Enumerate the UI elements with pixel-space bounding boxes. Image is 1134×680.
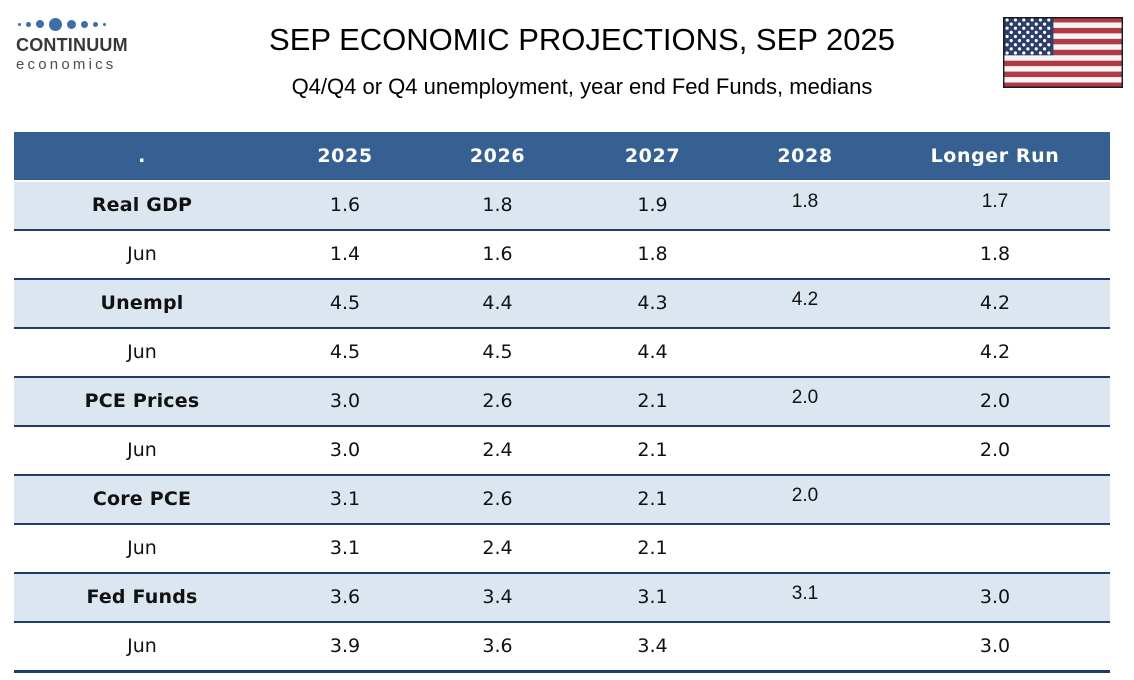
table-row: Jun 3.0 2.4 2.1 2.0: [14, 425, 1110, 474]
table-row: Core PCE 3.1 2.6 2.1 2.0: [14, 474, 1110, 523]
cell-value: 4.3: [637, 292, 668, 314]
dot-icon: [49, 17, 62, 31]
cell-value: 2.0: [979, 439, 1011, 461]
row-label: Jun: [127, 439, 157, 461]
column-header: .: [138, 144, 146, 167]
us-flag-icon: [1003, 17, 1123, 88]
column-header: 2027: [624, 144, 681, 167]
projections-table: . 2025 2026 2027 2028 Longer Run Real GDP 1.6 1…: [14, 132, 1110, 673]
cell-value: 4.4: [637, 341, 668, 363]
row-label: Jun: [127, 635, 157, 657]
cell-value: 3.0: [979, 635, 1011, 657]
cell-value: 3.0: [329, 390, 361, 412]
cell-value: 2.4: [482, 439, 513, 461]
cell-value: 4.5: [329, 292, 361, 314]
cell-value: 2.6: [482, 390, 513, 412]
cell-value: 4.5: [482, 341, 513, 363]
column-header: Longer Run: [930, 144, 1060, 167]
dot-icon: [18, 22, 21, 26]
cell-value: 4.5: [329, 341, 361, 363]
dot-icon: [36, 20, 44, 28]
cell-value: 3.1: [637, 586, 668, 608]
row-label: Jun: [127, 341, 157, 363]
cell-value: 3.1: [329, 488, 361, 510]
cell-value: 3.6: [482, 635, 513, 657]
us-flag-svg: [1003, 17, 1123, 88]
cell-value: 2.0: [979, 390, 1011, 412]
cell-value: 2.6: [482, 488, 513, 510]
cell-value: 3.4: [637, 635, 668, 657]
cell-value: 2.4: [482, 537, 513, 559]
cell-value: 1.8: [979, 243, 1011, 265]
cell-value: 1.6: [482, 243, 513, 265]
dot-icon: [81, 20, 88, 28]
table-row: Jun 3.9 3.6 3.4 3.0: [14, 621, 1110, 670]
cell-value: 2.1: [637, 488, 668, 510]
page-subtitle: Q4/Q4 or Q4 unemployment, year end Fed F…: [291, 74, 873, 99]
cell-value: 3.4: [482, 586, 513, 608]
table-row: Jun 3.1 2.4 2.1: [14, 523, 1110, 572]
cell-value: 2.0: [791, 387, 819, 408]
row-label: Fed Funds: [86, 586, 198, 608]
row-label: Real GDP: [91, 194, 193, 216]
column-header: 2028: [777, 144, 833, 167]
cell-value: 4.2: [979, 292, 1011, 314]
table-row: PCE Prices 3.0 2.6 2.1 2.0 2.0: [14, 376, 1110, 425]
cell-value: 2.1: [637, 439, 668, 461]
cell-value: 1.9: [637, 194, 668, 216]
row-label: Core PCE: [92, 488, 192, 510]
cell-value: 3.1: [791, 583, 819, 604]
row-label: Jun: [127, 537, 157, 559]
cell-value: 3.0: [329, 439, 361, 461]
title-block: SEP ECONOMIC PROJECTIONS, SEP 2025 Q4/Q4…: [170, 22, 994, 100]
dot-icon: [26, 21, 31, 27]
cell-value: 3.9: [329, 635, 361, 657]
cell-value: 2.0: [791, 485, 819, 506]
row-label: PCE Prices: [84, 390, 200, 412]
cell-value: 4.2: [979, 341, 1011, 363]
cell-value: 4.4: [482, 292, 513, 314]
dot-icon: [67, 19, 76, 29]
page-title: SEP ECONOMIC PROJECTIONS, SEP 2025: [269, 22, 895, 57]
cell-value: 1.8: [791, 191, 819, 212]
table-header-row: . 2025 2026 2027 2028 Longer Run: [14, 132, 1110, 180]
cell-value: 1.8: [637, 243, 668, 265]
dot-icon: [103, 22, 106, 26]
table-row: Jun 1.4 1.6 1.8 1.8: [14, 229, 1110, 278]
dot-icon: [93, 21, 98, 27]
brand-name: CONTINUUM: [16, 35, 128, 55]
cell-value: 3.6: [329, 586, 361, 608]
column-header: 2026: [469, 144, 526, 167]
column-header: 2025: [317, 144, 373, 167]
row-label: Unempl: [100, 292, 184, 314]
brand-logo: CONTINUUM economics: [16, 16, 166, 74]
table-row: Fed Funds 3.6 3.4 3.1 3.1 3.0: [14, 572, 1110, 621]
cell-value: 1.8: [482, 194, 513, 216]
cell-value: 1.7: [981, 191, 1009, 212]
table-row: Jun 4.5 4.5 4.4 4.2: [14, 327, 1110, 376]
cell-value: 3.0: [979, 586, 1011, 608]
table-row: Unempl 4.5 4.4 4.3 4.2 4.2: [14, 278, 1110, 327]
cell-value: 1.4: [329, 243, 361, 265]
table-body: Real GDP 1.6 1.8 1.9 1.8 1.7 Jun 1.4 1.6 1.8 1.8 Un…: [14, 180, 1110, 670]
row-label: Jun: [127, 243, 157, 265]
brand-sub: economics: [16, 55, 117, 73]
cell-value: 4.2: [791, 289, 819, 310]
cell-value: 3.1: [329, 537, 361, 559]
cell-value: 2.1: [637, 390, 668, 412]
cell-value: 2.1: [637, 537, 668, 559]
logo-dots-icon: [18, 16, 166, 32]
table-row: Real GDP 1.6 1.8 1.9 1.8 1.7: [14, 180, 1110, 229]
cell-value: 1.6: [329, 194, 361, 216]
